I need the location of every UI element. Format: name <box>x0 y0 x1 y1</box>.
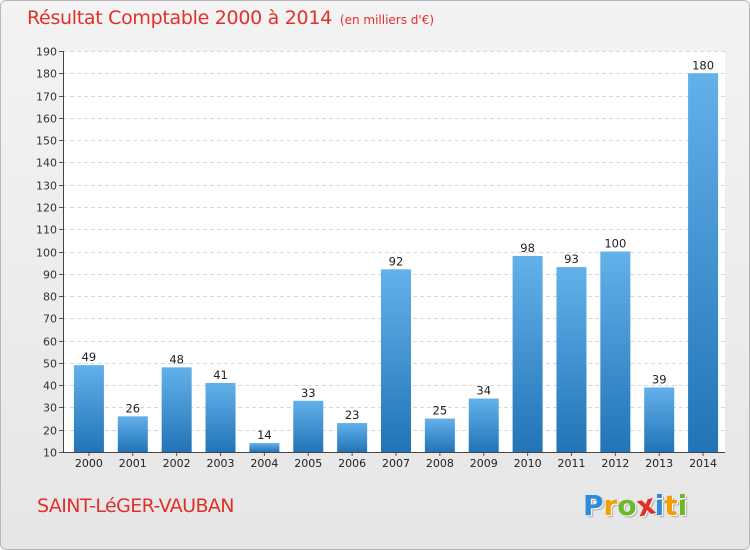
bar <box>337 423 368 452</box>
bar <box>468 398 499 452</box>
y-tick-label: 180 <box>36 68 57 81</box>
commune-name: SAINT-LéGER-VAUBAN <box>37 495 235 517</box>
bar <box>424 418 455 452</box>
y-tick-label: 140 <box>36 157 57 170</box>
bar <box>117 416 148 452</box>
y-tick-label: 100 <box>36 247 57 260</box>
data-label: 180 <box>692 58 714 72</box>
bar <box>556 267 587 452</box>
x-tick-label: 2002 <box>163 457 191 470</box>
labels-group: 10 20 30 40 50 60 70 80 90 100 110 120 130 140 150 160 1… <box>36 46 717 471</box>
logo-letter: i <box>654 489 665 522</box>
y-tick-label: 170 <box>36 91 57 104</box>
axes-group <box>59 51 725 456</box>
y-tick-label: 190 <box>36 46 57 59</box>
x-tick-label: 2006 <box>338 457 366 470</box>
bar <box>644 387 675 452</box>
y-tick-label: 30 <box>43 402 57 415</box>
y-tick-label: 60 <box>43 336 57 349</box>
data-label: 39 <box>652 372 667 386</box>
data-label: 34 <box>476 384 491 398</box>
x-tick-label: 2013 <box>645 457 673 470</box>
bar <box>73 365 104 452</box>
data-label: 98 <box>520 241 535 255</box>
y-tick-label: 50 <box>43 358 57 371</box>
data-label: 23 <box>345 408 360 422</box>
x-tick-label: 2001 <box>119 457 147 470</box>
x-tick-label: 2008 <box>426 457 454 470</box>
y-tick-label: 90 <box>43 269 57 282</box>
bar <box>161 367 192 452</box>
bar <box>381 269 411 452</box>
x-tick-label: 2011 <box>557 457 585 470</box>
data-label: 93 <box>564 252 579 266</box>
y-tick-label: 80 <box>43 291 57 304</box>
data-label: 100 <box>604 237 626 251</box>
y-tick-label: 150 <box>36 135 57 148</box>
y-tick-label: 70 <box>43 313 57 326</box>
logo-letter: i <box>677 489 688 522</box>
data-label: 14 <box>257 428 272 442</box>
data-label: 41 <box>213 368 228 382</box>
logo-letter: r <box>603 489 618 522</box>
y-tick-label: 40 <box>43 380 57 393</box>
x-tick-label: 2004 <box>250 457 278 470</box>
data-label: 48 <box>169 352 184 366</box>
y-tick-label: 10 <box>43 447 57 460</box>
chart-title-main: Résultat Comptable 2000 à 2014 <box>27 7 332 29</box>
bar <box>688 73 719 453</box>
proxiti-logo: Proxiti <box>583 487 688 523</box>
data-label: 92 <box>389 254 404 268</box>
x-tick-label: 2012 <box>601 457 629 470</box>
y-tick-label: 130 <box>36 180 57 193</box>
chart-title: Résultat Comptable 2000 à 2014 (en millie… <box>27 7 434 29</box>
x-tick-label: 2000 <box>75 457 103 470</box>
y-tick-label: 110 <box>36 224 57 237</box>
data-label: 49 <box>82 350 97 364</box>
logo-letter: t <box>664 489 678 522</box>
y-tick-label: 120 <box>36 202 57 215</box>
bar <box>293 400 324 452</box>
y-tick-label: 20 <box>43 425 57 438</box>
x-tick-label: 2014 <box>689 457 717 470</box>
bar <box>600 251 631 452</box>
x-tick-label: 2003 <box>207 457 235 470</box>
chart-title-unit: (en milliers d'€) <box>339 13 435 27</box>
data-label: 33 <box>301 386 316 400</box>
data-label: 25 <box>433 404 448 418</box>
bars-group <box>73 73 719 453</box>
x-tick-label: 2010 <box>514 457 542 470</box>
bar <box>512 255 543 452</box>
logo-letter: P <box>583 489 604 522</box>
y-tick-label: 160 <box>36 113 57 126</box>
data-label: 26 <box>125 401 140 415</box>
x-tick-label: 2009 <box>470 457 498 470</box>
bar <box>249 443 280 452</box>
x-tick-label: 2007 <box>382 457 410 470</box>
x-tick-label: 2005 <box>294 457 322 470</box>
logo-letter: o <box>617 489 637 522</box>
bar <box>205 382 236 452</box>
